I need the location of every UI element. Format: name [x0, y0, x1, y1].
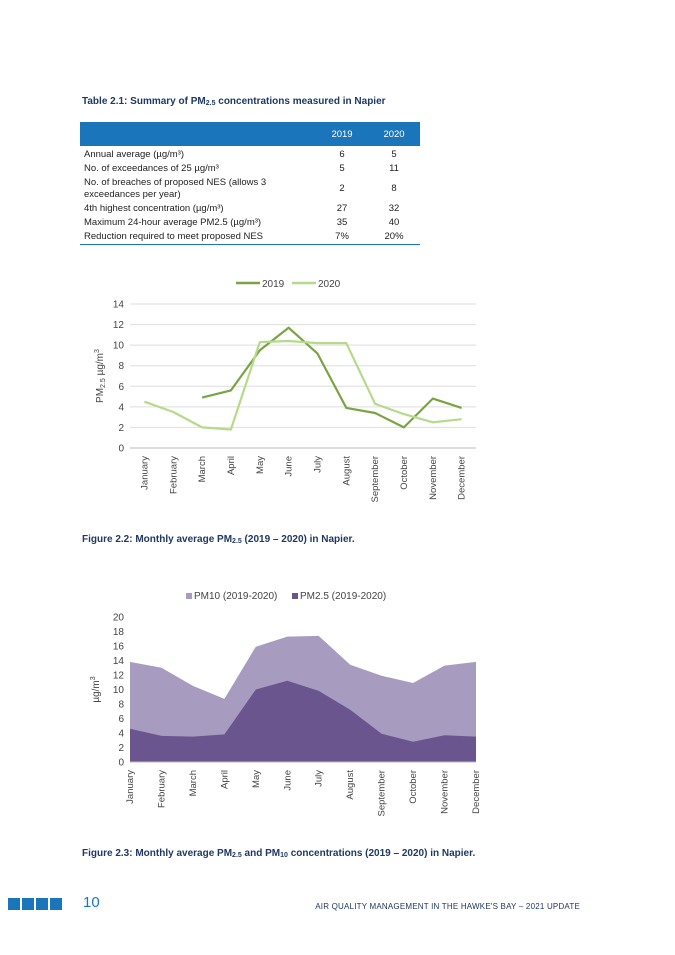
- chart2-series-area-PM2.5 (2019-2020): [130, 680, 476, 762]
- chart2-x-tick-label: April: [219, 770, 230, 789]
- row-value-2020: 20%: [368, 230, 420, 245]
- row-label: No. of exceedances of 25 µg/m³: [84, 163, 219, 174]
- chart1-x-tick-label: June: [284, 456, 295, 477]
- chart1-x-tick-label: November: [428, 456, 439, 500]
- chart2-x-tick-label: January: [125, 770, 136, 804]
- chart2-x-tick-label: August: [345, 770, 356, 800]
- chart2-y-tick-label: 16: [113, 642, 125, 653]
- chart2-y-axis-label: µg/m3: [90, 676, 102, 702]
- table-row: No. of breaches of proposed NES (allows …: [80, 176, 420, 202]
- chart1-y-tick-label: 2: [118, 423, 124, 434]
- chart1-y-axis-label: PM2.5 µg/m3: [94, 349, 107, 403]
- chart1-legend-label: 2019: [262, 279, 285, 290]
- chart2-x-tick-label: March: [188, 770, 199, 796]
- table-row: 4th highest concentration (µg/m³) 27 32: [80, 202, 420, 216]
- chart1-x-tick-label: September: [370, 456, 381, 502]
- table-header-blank: [80, 122, 317, 146]
- chart2-y-tick-label: 10: [113, 685, 125, 696]
- chart1-x-tick-label: January: [139, 456, 150, 490]
- chart2-y-tick-label: 18: [113, 627, 125, 638]
- chart2-y-tick-label: 12: [113, 671, 125, 682]
- chart1-series-line-2020: [144, 339, 462, 431]
- chart1-x-tick-label: July: [312, 456, 323, 473]
- footer-square: [50, 898, 62, 910]
- footer-squares: [8, 897, 64, 915]
- row-value-2020: 40: [388, 217, 400, 228]
- chart1-x-tick-label: August: [341, 456, 352, 486]
- chart1-y-tick-label: 10: [113, 341, 125, 352]
- pm25-line-chart: 0 2 4 6 8 10 12 14 January February March April May J…: [94, 279, 476, 502]
- footer-square: [22, 898, 34, 910]
- chart2-x-tick-label: September: [377, 770, 388, 816]
- page-number: 10: [83, 894, 100, 911]
- chart2-y-tick-label: 14: [113, 656, 125, 667]
- chart1-x-tick-label: February: [168, 456, 179, 494]
- footer-square: [36, 898, 48, 910]
- chart1-x-tick-label: December: [457, 456, 468, 500]
- row-label: Maximum 24-hour average PM2.5 (µg/m³): [84, 217, 262, 228]
- figure-2-2-caption: Figure 2.2: Monthly average PM2.5 (2019 …: [82, 534, 355, 545]
- row-value-2020: 5: [391, 149, 397, 160]
- chart2-y-tick-label: 8: [118, 700, 124, 711]
- row-value-2019: 6: [339, 149, 345, 160]
- row-value-2020: 8: [391, 183, 397, 194]
- chart2-legend-label: PM10 (2019-2020): [194, 591, 277, 602]
- summary-table: 2019 2020 Annual average (µg/m³) 6 5 No.…: [80, 122, 420, 245]
- row-label: No. of breaches of proposed NES (allows …: [84, 177, 267, 200]
- table-caption: Table 2.1: Summary of PM2.5 concentratio…: [82, 96, 386, 107]
- row-label: Annual average (µg/m³): [84, 149, 184, 160]
- chart2-x-tick-label: May: [251, 770, 262, 788]
- chart1-y-tick-label: 14: [113, 300, 125, 311]
- footer-title: AIR QUALITY MANAGEMENT IN THE HAWKE'S BA…: [315, 902, 580, 911]
- row-label: Reduction required to meet proposed NES: [80, 230, 317, 245]
- chart2-x-tick-label: June: [282, 770, 293, 791]
- chart2-x-tick-label: December: [471, 770, 482, 814]
- chart2-y-tick-label: 4: [118, 729, 124, 740]
- chart2-y-tick-label: 6: [118, 714, 124, 725]
- row-value-2020: 11: [389, 163, 399, 174]
- row-value-2020: 32: [388, 203, 400, 214]
- chart2-x-tick-label: October: [408, 770, 419, 804]
- chart2-legend-label: PM2.5 (2019-2020): [300, 591, 386, 602]
- chart1-y-tick-label: 4: [118, 402, 124, 413]
- chart2-x-tick-label: February: [156, 770, 167, 808]
- chart1-x-tick-label: March: [197, 456, 208, 482]
- table-header-2019: 2019: [316, 122, 369, 146]
- table-header-row: 2019 2020: [80, 122, 420, 146]
- row-value-2019: 7%: [316, 230, 369, 245]
- chart1-series-line-2019: [201, 326, 462, 429]
- row-value-2019: 2: [339, 183, 345, 194]
- row-value-2019: 27: [336, 203, 348, 214]
- chart2-legend-swatch: [186, 593, 192, 599]
- chart1-y-tick-label: 12: [113, 320, 125, 331]
- table-row: Maximum 24-hour average PM2.5 (µg/m³) 35…: [80, 216, 420, 230]
- table-header-2020: 2020: [368, 122, 420, 146]
- footer-square: [8, 898, 20, 910]
- row-value-2019: 5: [339, 163, 345, 174]
- chart2-x-tick-label: November: [440, 770, 451, 814]
- chart1-x-tick-label: May: [255, 456, 266, 474]
- figure-2-3-caption: Figure 2.3: Monthly average PM2.5 and PM…: [82, 848, 476, 859]
- chart2-y-tick-label: 0: [118, 758, 124, 769]
- chart1-legend-label: 2020: [318, 279, 341, 290]
- chart1-x-tick-label: April: [226, 456, 237, 475]
- chart2-y-tick-label: 2: [118, 743, 124, 754]
- chart1-y-tick-label: 8: [118, 361, 124, 372]
- row-value-2019: 35: [336, 217, 348, 228]
- table-row: Annual average (µg/m³) 6 5: [80, 146, 420, 162]
- row-label: 4th highest concentration (µg/m³): [84, 203, 224, 214]
- chart2-y-tick-label: 20: [113, 613, 125, 624]
- pm-area-chart: 0 2 4 6 8 10 12 14 16 18 20 January February March Apr…: [90, 591, 482, 816]
- chart2-legend-swatch: [292, 593, 298, 599]
- table-row: Reduction required to meet proposed NES …: [80, 230, 420, 245]
- chart2-x-tick-label: July: [314, 770, 325, 787]
- chart1-x-tick-label: October: [399, 456, 410, 490]
- chart1-y-tick-label: 6: [118, 382, 124, 393]
- table-row: No. of exceedances of 25 µg/m³ 5 11: [80, 162, 420, 176]
- chart1-y-tick-label: 0: [118, 444, 124, 455]
